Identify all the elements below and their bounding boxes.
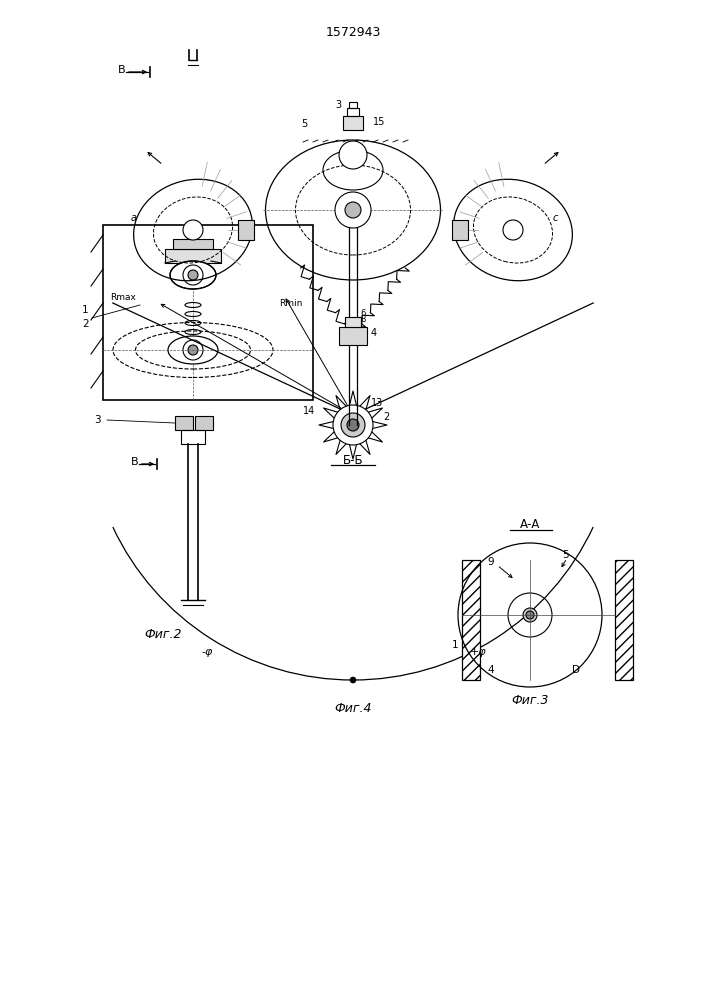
Text: 15: 15: [373, 117, 385, 127]
Text: Фиг.4: Фиг.4: [334, 702, 372, 714]
Circle shape: [347, 419, 359, 431]
Bar: [175, 416, 193, 430]
Bar: [173, 239, 213, 249]
Text: +φ: +φ: [470, 647, 486, 657]
Text: D: D: [572, 665, 580, 675]
Ellipse shape: [168, 336, 218, 364]
Text: 13: 13: [371, 398, 383, 408]
Circle shape: [183, 265, 203, 285]
Text: Фиг.2: Фиг.2: [144, 629, 182, 642]
Circle shape: [345, 202, 361, 218]
Text: -φ: -φ: [202, 647, 214, 657]
Circle shape: [350, 677, 356, 683]
Circle shape: [341, 413, 365, 437]
Text: 3: 3: [94, 415, 100, 425]
Bar: [615, 560, 633, 680]
Text: В: В: [118, 65, 126, 75]
Text: Rmin: Rmin: [279, 299, 303, 308]
Text: 2: 2: [82, 319, 88, 329]
Circle shape: [188, 270, 198, 280]
Bar: [462, 560, 480, 680]
Text: а: а: [131, 213, 137, 223]
Text: 9: 9: [487, 557, 493, 567]
Text: А-А: А-А: [520, 518, 540, 532]
Circle shape: [183, 340, 203, 360]
Text: 4: 4: [371, 328, 377, 338]
Text: Фиг.3: Фиг.3: [511, 694, 549, 706]
Bar: [349, 102, 357, 108]
Text: 6: 6: [360, 308, 366, 318]
Text: с: с: [553, 213, 559, 223]
Bar: [339, 327, 367, 345]
Bar: [195, 416, 213, 430]
Bar: [345, 317, 361, 327]
Circle shape: [339, 141, 367, 169]
Text: 14: 14: [303, 406, 315, 416]
Text: Б-Б: Б-Б: [343, 454, 363, 466]
Bar: [103, 225, 313, 400]
Text: 1: 1: [452, 640, 459, 650]
Circle shape: [523, 608, 537, 622]
Circle shape: [335, 192, 371, 228]
Ellipse shape: [170, 261, 216, 289]
Text: Rmax: Rmax: [110, 293, 136, 302]
Bar: [238, 220, 254, 240]
Circle shape: [333, 405, 373, 445]
Text: 1: 1: [82, 305, 88, 315]
Text: 5: 5: [562, 550, 568, 560]
Bar: [347, 108, 359, 116]
Circle shape: [503, 220, 523, 240]
Circle shape: [183, 220, 203, 240]
Bar: [452, 220, 468, 240]
Circle shape: [188, 345, 198, 355]
Text: 4: 4: [487, 665, 493, 675]
Text: 2: 2: [383, 412, 390, 422]
Circle shape: [526, 611, 534, 619]
Bar: [165, 249, 221, 263]
Text: 3: 3: [335, 100, 341, 110]
Bar: [181, 430, 205, 444]
Text: 1572943: 1572943: [325, 25, 380, 38]
Text: 5: 5: [301, 119, 308, 129]
Bar: [343, 116, 363, 130]
Text: В: В: [131, 457, 139, 467]
Text: 8: 8: [360, 314, 366, 324]
